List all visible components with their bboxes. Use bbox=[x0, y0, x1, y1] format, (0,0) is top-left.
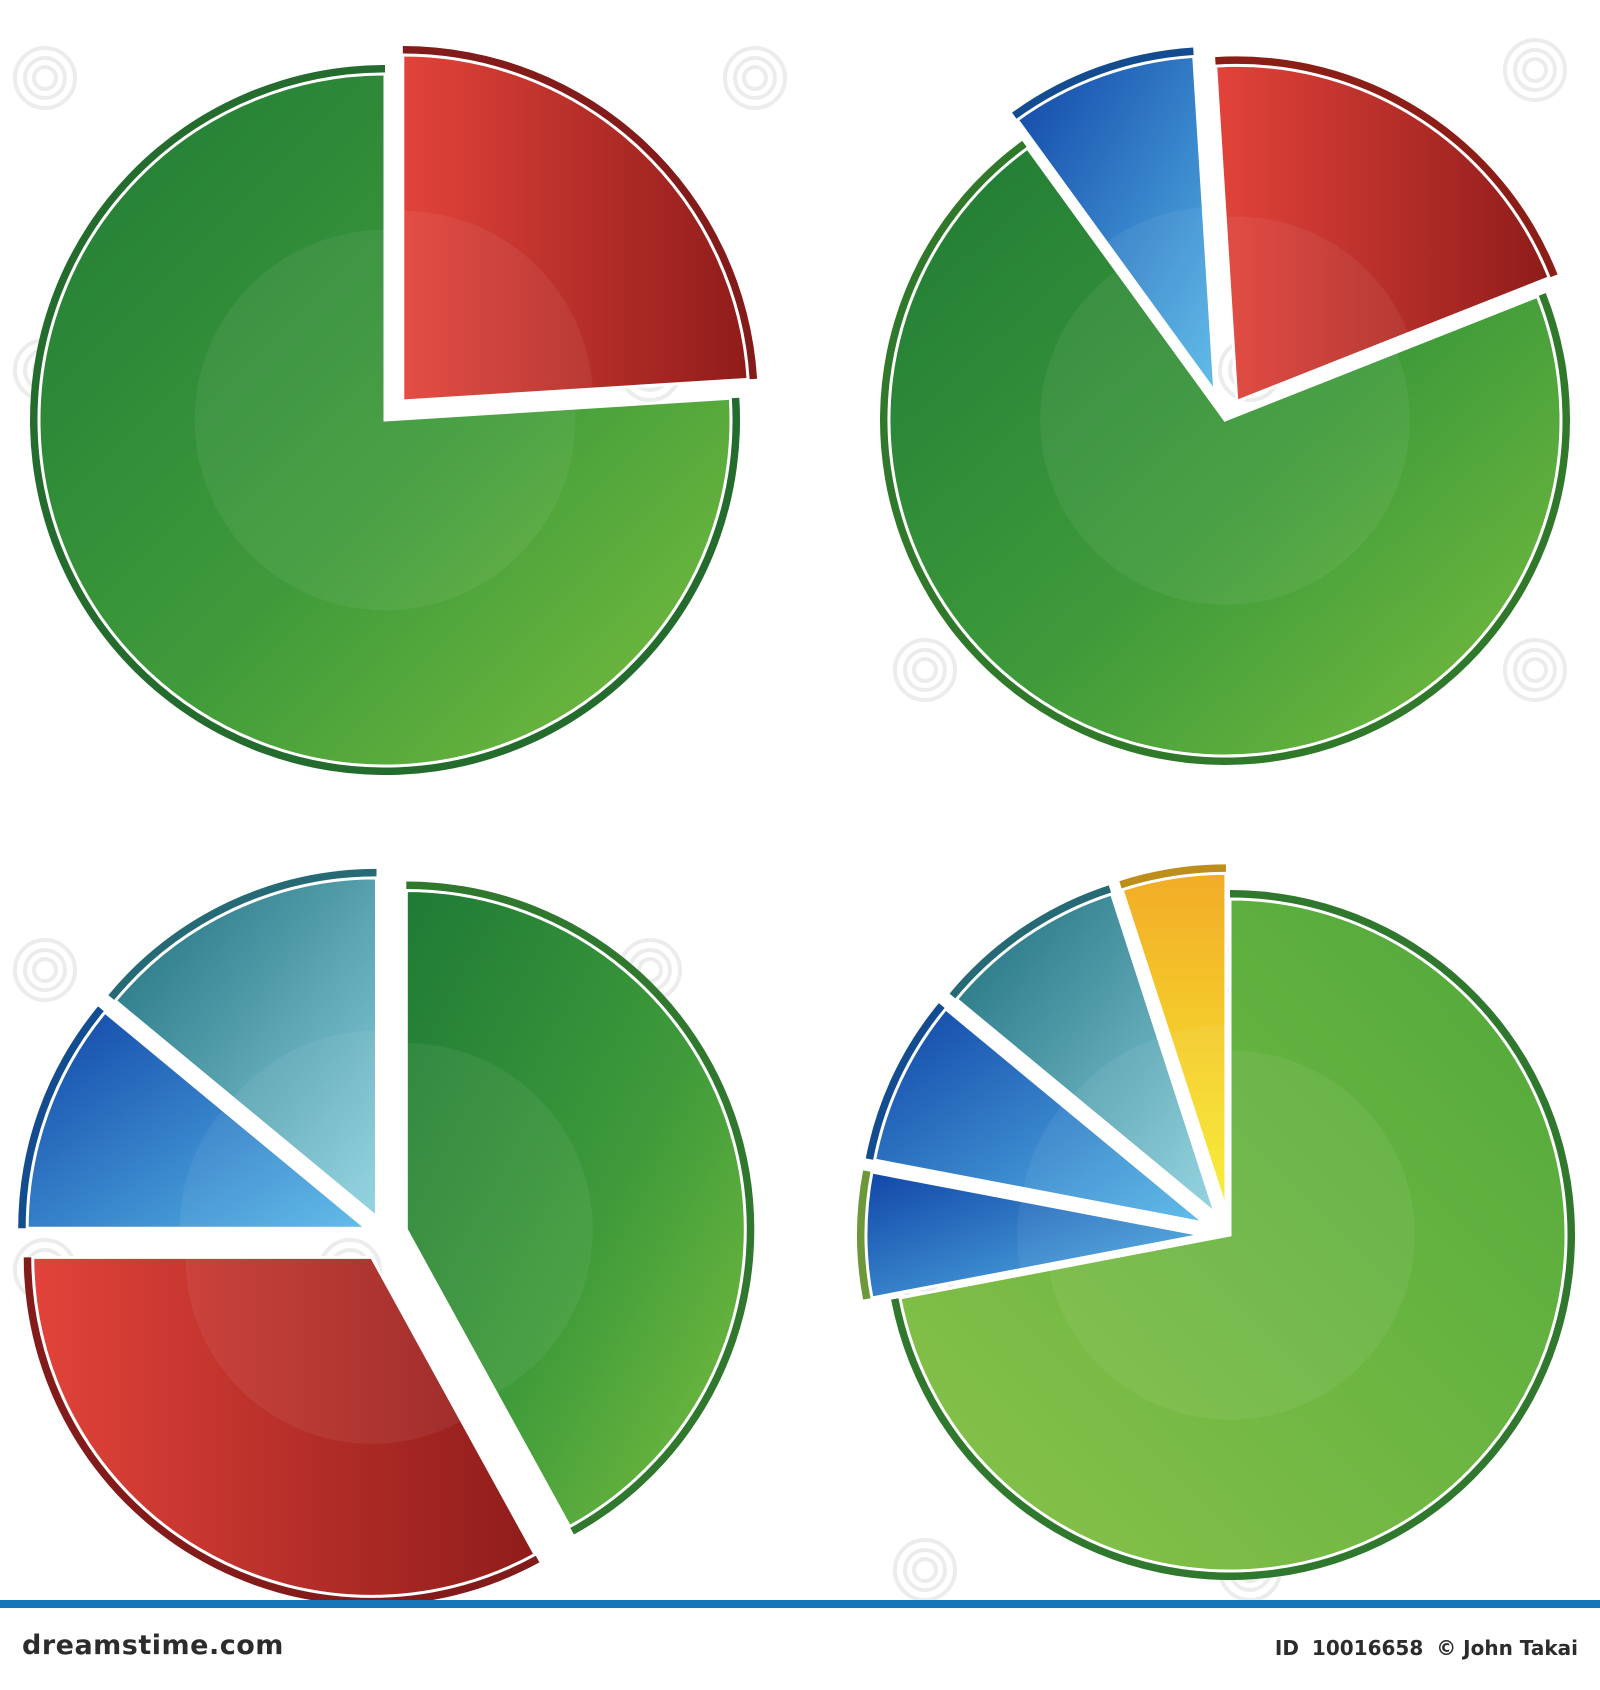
pie-slice-fill bbox=[898, 897, 1568, 1573]
brand-text[interactable]: dreamstime.com bbox=[22, 1630, 284, 1661]
spiral-watermark-icon bbox=[893, 1538, 957, 1600]
watermark-ring bbox=[893, 638, 957, 702]
pie-slice-gloss bbox=[1106, 207, 1215, 392]
pie-slice[interactable] bbox=[1012, 47, 1217, 397]
pie-slice-fill bbox=[872, 1006, 1206, 1225]
id-label: ID bbox=[1274, 1636, 1299, 1660]
pie-slice[interactable] bbox=[30, 65, 741, 775]
watermark-ring bbox=[23, 56, 67, 100]
pie-chart-4 bbox=[857, 864, 1576, 1580]
pie-slice-gloss bbox=[1168, 1024, 1226, 1210]
pie-charts-canvas bbox=[13, 38, 1576, 1600]
pie-slice-gloss bbox=[1048, 1050, 1415, 1420]
footer-body: dreamstime.com ID 10016658 © John Takai bbox=[0, 1608, 1600, 1690]
footer-bar: dreamstime.com ID 10016658 © John Takai bbox=[0, 1600, 1600, 1690]
pie-chart-2 bbox=[880, 47, 1570, 765]
watermark-ring bbox=[13, 938, 77, 1002]
pie-slice[interactable] bbox=[880, 140, 1570, 765]
pie-slice[interactable] bbox=[23, 1255, 540, 1600]
spiral-watermark-icon bbox=[1503, 38, 1567, 102]
watermark-ring bbox=[1522, 57, 1548, 83]
pie-slice[interactable] bbox=[401, 46, 758, 403]
pie-slice-gloss bbox=[185, 1257, 462, 1444]
pie-slice[interactable] bbox=[891, 890, 1576, 1580]
footer-stripe bbox=[0, 1600, 1600, 1608]
watermark-ring bbox=[733, 56, 777, 100]
pie-slice[interactable] bbox=[857, 1170, 1203, 1300]
pie-slice[interactable] bbox=[1119, 864, 1228, 1210]
watermark-ring bbox=[32, 65, 58, 91]
pie-slice-gloss bbox=[232, 1030, 377, 1217]
pie-slice-fill bbox=[401, 53, 750, 403]
author-credit: © John Takai bbox=[1436, 1636, 1578, 1660]
watermark-ring bbox=[23, 948, 67, 992]
watermark-ring bbox=[723, 46, 787, 110]
pie-slice-fill bbox=[31, 1255, 538, 1598]
pie-slice-fill bbox=[37, 72, 733, 768]
pie-slice-fill bbox=[25, 1010, 371, 1230]
watermark-ring bbox=[742, 65, 768, 91]
watermark-ring bbox=[1513, 648, 1557, 692]
watermark-ring bbox=[637, 957, 663, 983]
watermark-ring bbox=[1513, 48, 1557, 92]
watermark-ring bbox=[32, 957, 58, 983]
pie-slice-fill bbox=[887, 146, 1563, 758]
watermark-ring bbox=[1503, 38, 1567, 102]
pie-slice[interactable] bbox=[404, 881, 755, 1535]
image-credit: ID 10016658 © John Takai bbox=[1269, 1636, 1578, 1660]
watermark-ring bbox=[1503, 638, 1567, 702]
pie-slice-gloss bbox=[1072, 1037, 1216, 1214]
pie-slice-fill bbox=[1015, 54, 1217, 397]
watermark-ring bbox=[13, 46, 77, 110]
watermark-ring bbox=[912, 657, 938, 683]
pie-slice-gloss bbox=[1023, 1105, 1205, 1224]
spiral-watermark-icon bbox=[893, 638, 957, 702]
pie-slice-gloss bbox=[1017, 1200, 1202, 1270]
pie-slice[interactable] bbox=[18, 1006, 371, 1230]
spiral-watermark-icon bbox=[1503, 638, 1567, 702]
pie-slice-gloss bbox=[406, 1043, 593, 1393]
pie-slice-fill bbox=[864, 1170, 1203, 1300]
pie-slice-gloss bbox=[1225, 216, 1409, 402]
pie-slice-fill bbox=[404, 889, 747, 1529]
pie-chart-3 bbox=[18, 868, 755, 1600]
pie-slice-fill bbox=[1120, 871, 1228, 1210]
pie-slice-gloss bbox=[1040, 270, 1410, 605]
pie-slice-fill bbox=[954, 892, 1219, 1218]
pie-slice[interactable] bbox=[865, 1003, 1206, 1225]
pie-slice[interactable] bbox=[108, 868, 378, 1221]
watermark-ring bbox=[912, 1557, 938, 1583]
pie-slice[interactable] bbox=[1214, 56, 1558, 404]
pie-slice[interactable] bbox=[949, 885, 1219, 1218]
watermark-ring bbox=[893, 1538, 957, 1600]
spiral-watermark-icon bbox=[13, 938, 77, 1002]
pie-slice-gloss bbox=[194, 229, 576, 611]
spiral-watermark-icon bbox=[723, 46, 787, 110]
image-id: 10016658 bbox=[1311, 1636, 1424, 1660]
pie-slice-gloss bbox=[402, 210, 593, 402]
pie-chart-1 bbox=[30, 46, 758, 775]
watermark-ring bbox=[903, 648, 947, 692]
watermark-ring bbox=[1522, 657, 1548, 683]
spiral-watermark-icon bbox=[13, 46, 77, 110]
pie-slice-fill bbox=[113, 876, 378, 1221]
watermark-ring bbox=[903, 1548, 947, 1592]
pie-slice-fill bbox=[1214, 63, 1552, 404]
pie-slice-gloss bbox=[179, 1109, 367, 1229]
pies-layer bbox=[18, 46, 1576, 1600]
